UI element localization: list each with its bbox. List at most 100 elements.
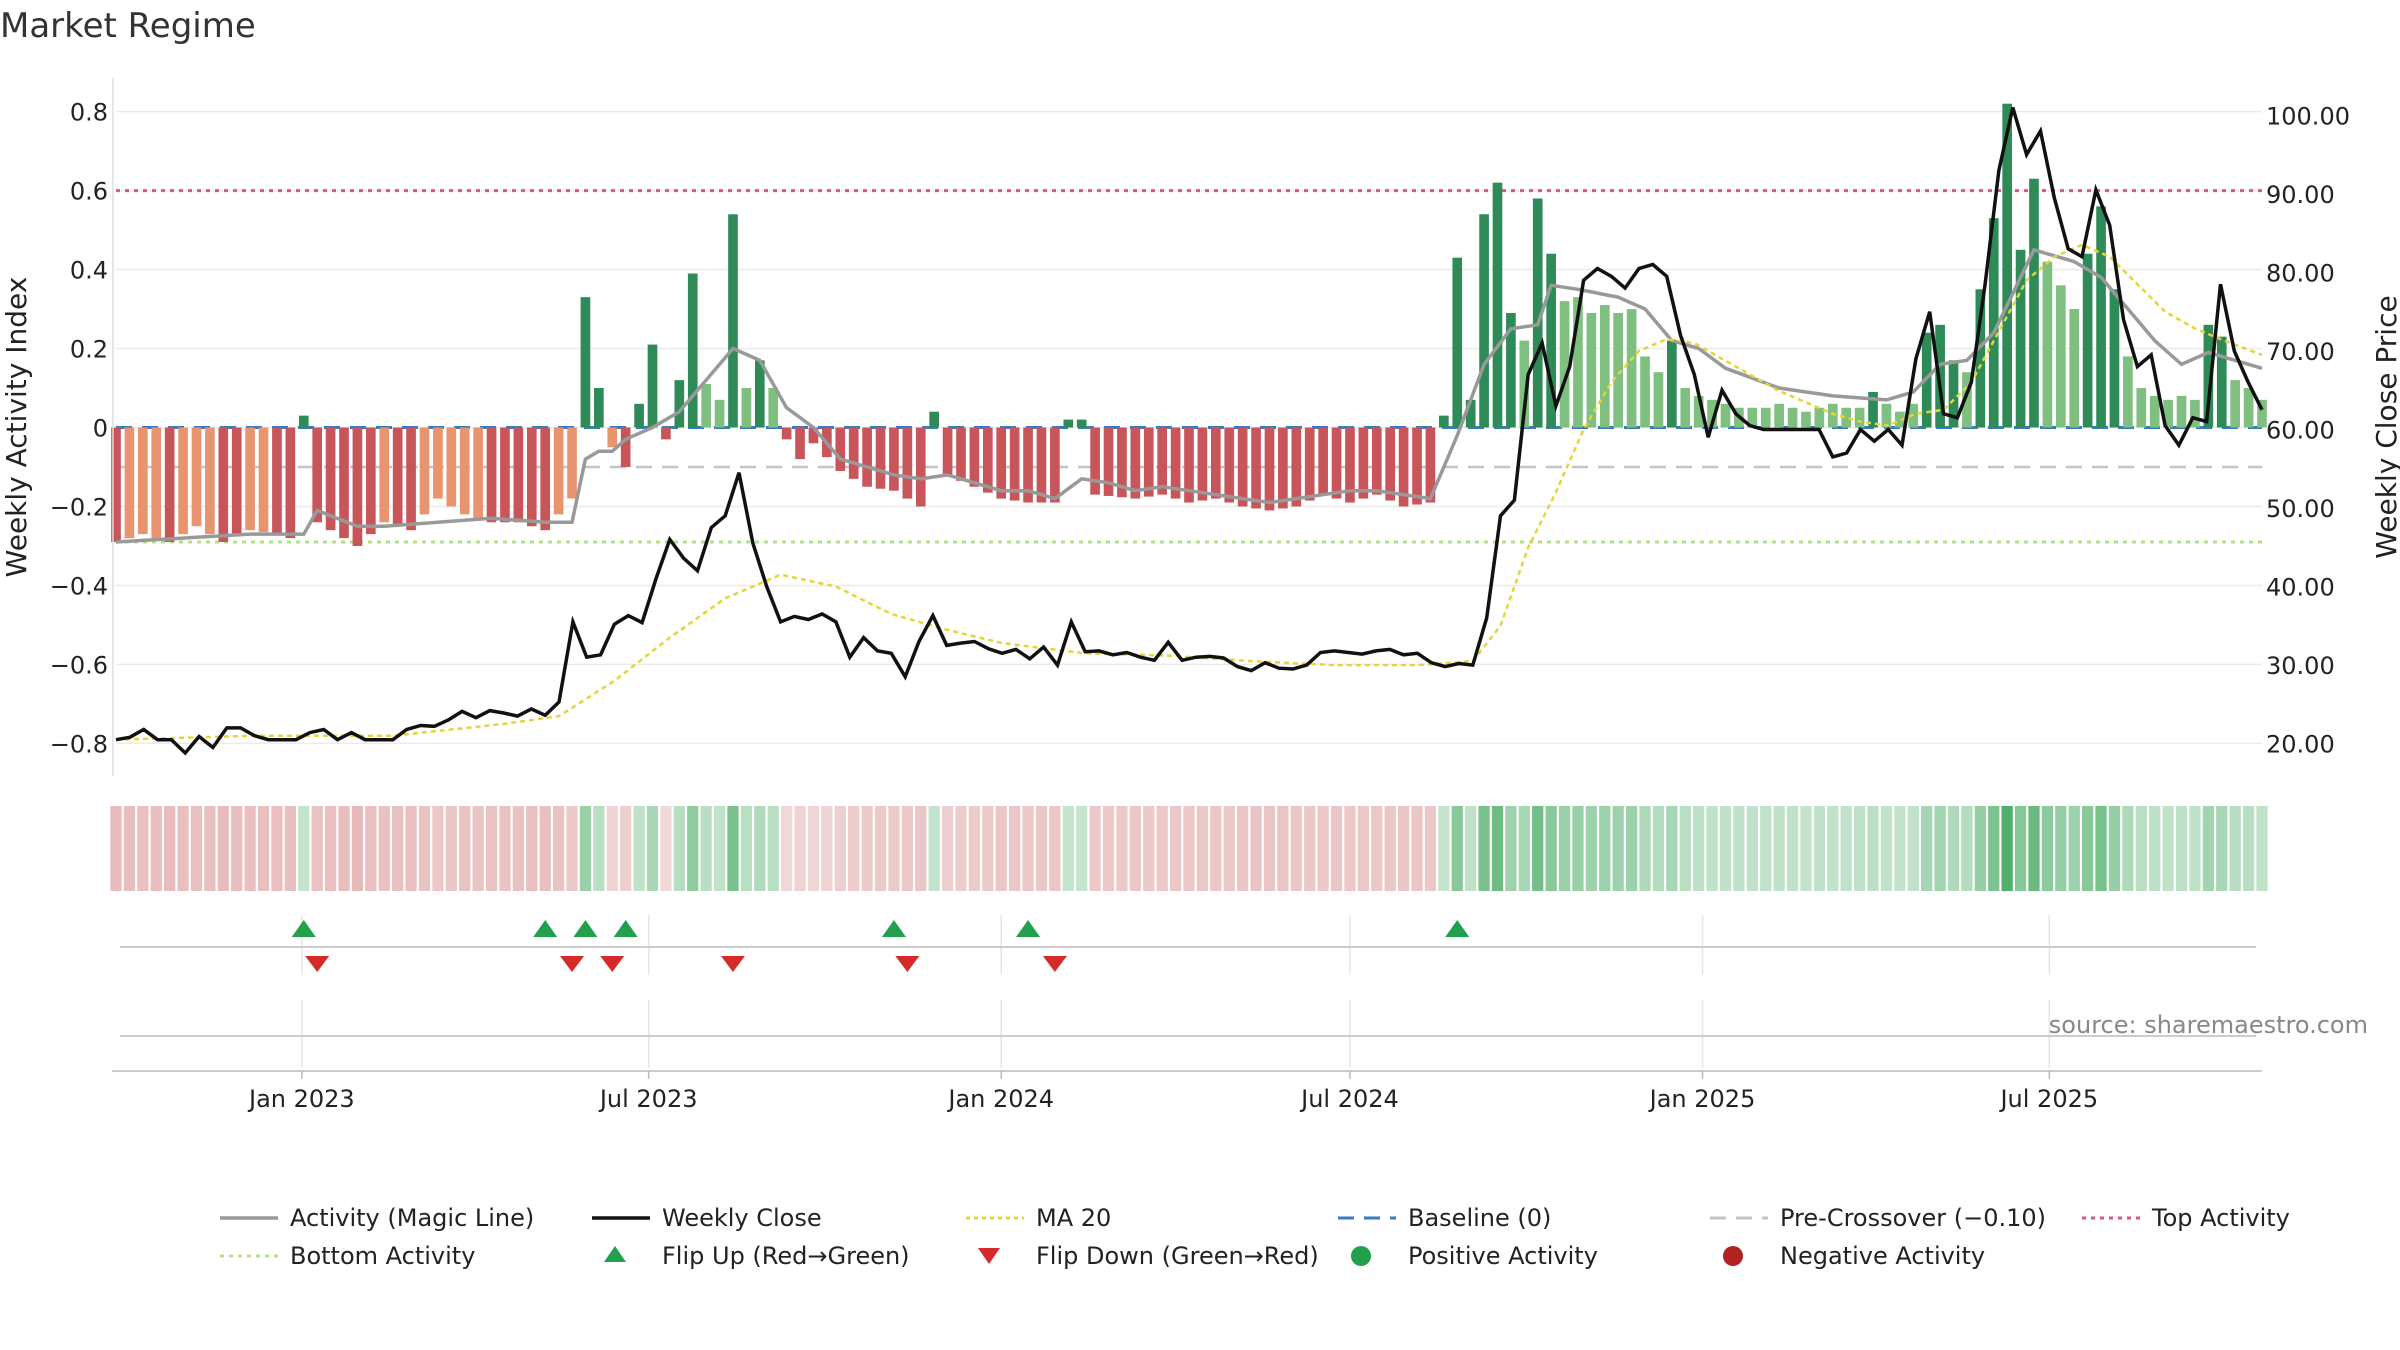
activity-bar [151,427,162,539]
y2-tick-label: 20.00 [2266,731,2335,759]
activity-bar [1130,427,1141,499]
regime-cell [955,806,967,891]
regime-cell [754,806,766,891]
regime-cell [552,806,565,891]
regime-cell [620,806,632,891]
regime-cell [687,806,699,891]
activity-bar [1425,427,1436,503]
activity-bar [1023,427,1033,503]
activity-bar [594,388,604,428]
activity-bar [1948,360,1959,428]
activity-bar [1492,182,1503,428]
regime-strip [110,806,2268,891]
activity-bar [982,427,993,493]
regime-cell [1518,806,1530,891]
regime-cell [392,806,404,891]
activity-bar [2149,395,2160,428]
regime-cell [1840,806,1852,891]
activity-bar [781,427,792,440]
grid-lines [116,110,2262,1068]
activity-bar [1385,427,1396,501]
activity-bar [486,427,497,523]
activity-bar [687,273,698,428]
activity-bar [285,427,296,539]
regime-cell [1089,806,1101,891]
regime-cell [405,806,417,891]
regime-cell [1371,806,1383,891]
activity-bar [1680,388,1691,428]
activity-bar [258,427,269,533]
activity-bar [1881,403,1892,428]
series-lines [115,107,2264,756]
activity-bar [1090,427,1100,495]
regime-cell [1612,806,1624,891]
activity-bar [1076,419,1087,428]
y2-tick-label: 30.00 [2266,652,2335,680]
regime-cell [1652,806,1665,891]
y-tick-label: −0.2 [50,493,108,521]
regime-cell [1210,806,1222,891]
legend: Activity (Magic Line) Weekly Close MA 20 Ba… [220,1204,2290,1270]
activity-bar [929,411,939,428]
activity-bar [1371,427,1382,495]
regime-cell [298,806,310,891]
regime-cell [204,806,216,891]
activity-bar [379,427,390,523]
legend-label: Flip Up (Red→Green) [662,1242,910,1270]
activity-bar [942,427,953,475]
regime-cell [2122,806,2134,891]
regime-cell [539,806,551,891]
regime-cell [1143,806,1155,891]
regime-cell [727,806,739,891]
regime-cell [378,806,390,891]
activity-bar [1237,427,1248,507]
activity-bar [459,427,470,515]
activity-bar [2163,399,2173,428]
regime-cell [982,806,994,891]
regime-cell [418,806,431,891]
activity-bar [875,427,886,489]
activity-bar [1613,312,1624,428]
y-tick-label: 0.6 [70,178,108,206]
regime-cell [1223,806,1235,891]
legend-label: MA 20 [1036,1204,1111,1232]
y-tick-label: −0.6 [50,651,108,679]
regime-cell [915,806,927,891]
regime-cell [1478,806,1490,891]
activity-bar [1009,427,1020,501]
activity-bar [164,427,175,543]
regime-cell [1867,806,1879,891]
activity-bar [2055,285,2066,428]
regime-cell [1156,806,1168,891]
legend-label: Baseline (0) [1408,1204,1551,1232]
regime-cell [2242,806,2255,891]
regime-cell [1424,806,1437,891]
activity-bar [218,427,229,543]
regime-cell [2175,806,2188,891]
regime-cell [794,806,806,891]
activity-bar [996,427,1007,499]
activity-bar [540,427,551,531]
weekly-close-line [115,107,2264,756]
regime-cell [1746,806,1758,891]
activity-bar [1599,305,1610,428]
legend-label: Positive Activity [1408,1242,1598,1270]
activity-bar [1720,403,1731,428]
regime-cell [1035,806,1048,891]
regime-cell [874,806,887,891]
activity-bar [741,388,752,428]
regime-cell [1880,806,1893,891]
activity-bar [526,427,537,527]
regime-cell [1022,806,1034,891]
regime-cell [821,806,833,891]
activity-bar [768,388,779,428]
activity-bar [2042,261,2053,428]
regime-cell [2014,806,2027,891]
activity-bar [956,427,966,481]
flip-down-marker [600,956,625,972]
activity-bar [1452,257,1463,428]
regime-cell [2055,806,2067,891]
regime-cell [1384,806,1396,891]
y-tick-label: −0.8 [50,730,108,758]
